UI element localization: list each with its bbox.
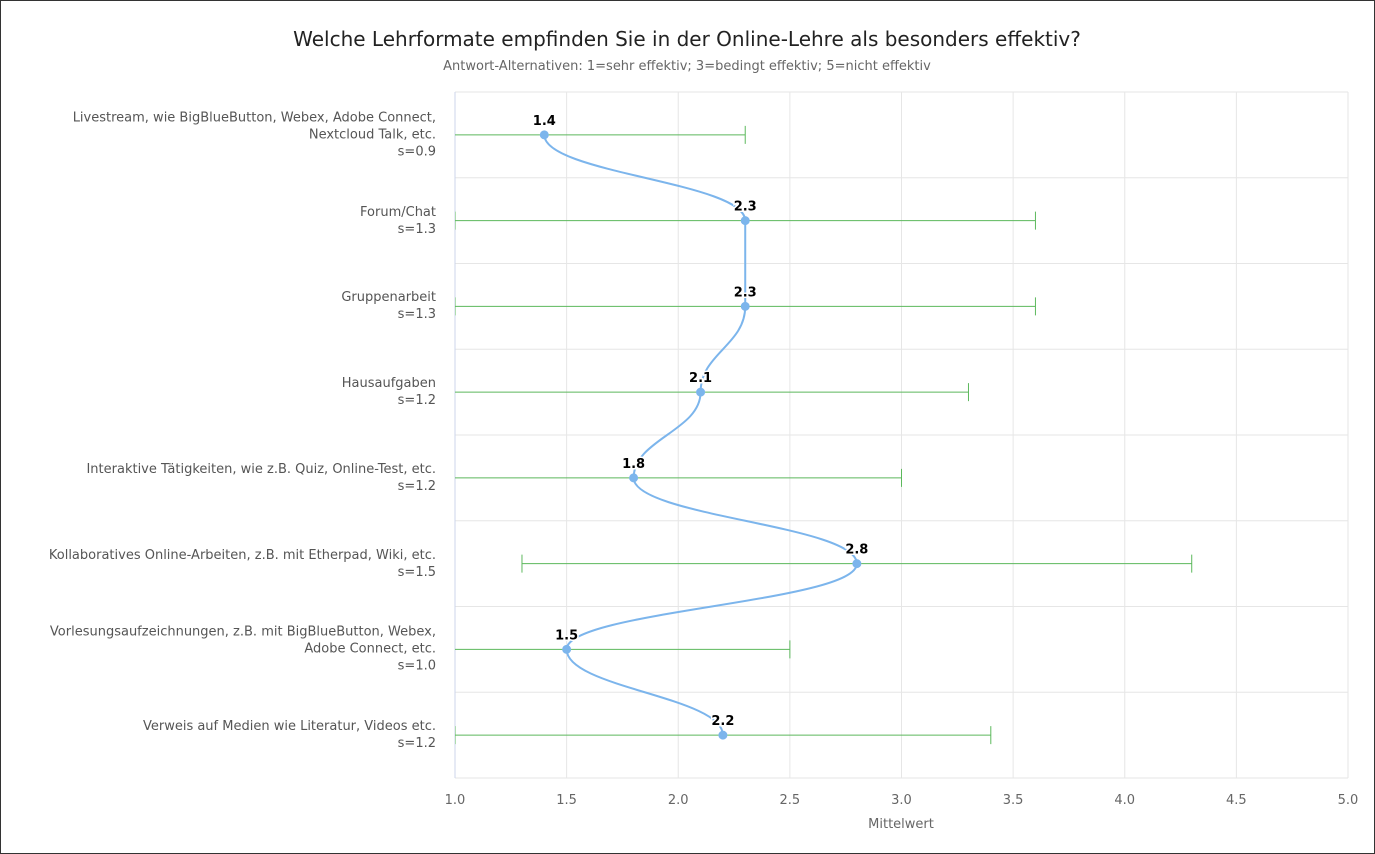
category-label: Vorlesungsaufzeichnungen, z.B. mit BigBl… — [49, 624, 436, 657]
x-tick-label: 4.0 — [1114, 793, 1135, 808]
y-tick-label: Livestream, wie BigBlueButton, Webex, Ad… — [14, 109, 436, 160]
category-label: Livestream, wie BigBlueButton, Webex, Ad… — [72, 110, 436, 143]
error-label: s=1.5 — [397, 564, 436, 580]
x-tick-label: 2.0 — [668, 793, 689, 808]
y-tick-label: Forum/Chat s=1.3 — [14, 204, 436, 238]
category-label: Interaktive Tätigkeiten, wie z.B. Quiz, … — [86, 461, 436, 477]
x-tick-label: 2.5 — [780, 793, 801, 808]
category-label: Gruppenarbeit — [341, 290, 436, 306]
error-label: s=1.3 — [397, 307, 436, 323]
data-label: 2.1 — [689, 371, 712, 386]
y-tick-label: Vorlesungsaufzeichnungen, z.B. mit BigBl… — [14, 624, 436, 675]
category-label: Hausaufgaben — [341, 376, 436, 392]
x-axis-title: Mittelwert — [868, 817, 934, 832]
error-label: s=1.2 — [397, 736, 436, 752]
error-label: s=1.2 — [397, 393, 436, 409]
data-label: 2.8 — [845, 543, 868, 558]
point — [740, 301, 750, 311]
error-label: s=1.2 — [397, 478, 436, 494]
chart-subtitle: Antwort-Alternativen: 1=sehr effektiv; 3… — [443, 59, 931, 74]
x-tick-label: 5.0 — [1338, 793, 1359, 808]
chart-title: Welche Lehrformate empfinden Sie in der … — [293, 27, 1081, 51]
data-label: 1.4 — [533, 114, 556, 129]
error-label: s=1.0 — [397, 658, 436, 674]
data-label: 1.8 — [622, 457, 645, 472]
y-tick-label: Hausaufgaben s=1.2 — [14, 375, 436, 409]
y-tick-label: Gruppenarbeit s=1.3 — [14, 289, 436, 323]
x-tick-label: 1.0 — [445, 793, 466, 808]
point — [539, 130, 549, 140]
point — [718, 730, 728, 740]
data-label: 2.3 — [734, 200, 757, 215]
y-tick-label: Interaktive Tätigkeiten, wie z.B. Quiz, … — [14, 461, 436, 495]
y-tick-label: Kollaboratives Online-Arbeiten, z.B. mit… — [14, 547, 436, 581]
point — [740, 216, 750, 226]
point — [629, 473, 639, 483]
error-label: s=0.9 — [397, 144, 436, 160]
data-label: 1.5 — [555, 628, 578, 643]
x-tick-label: 3.5 — [1003, 793, 1024, 808]
point — [852, 559, 862, 569]
category-label: Forum/Chat — [360, 204, 436, 220]
category-label: Verweis auf Medien wie Literatur, Videos… — [142, 719, 436, 735]
x-tick-label: 4.5 — [1226, 793, 1247, 808]
x-tick-label: 1.5 — [556, 793, 577, 808]
point — [562, 644, 572, 654]
point — [696, 387, 706, 397]
category-label: Kollaboratives Online-Arbeiten, z.B. mit… — [48, 547, 436, 563]
x-tick-label: 3.0 — [891, 793, 912, 808]
error-label: s=1.3 — [397, 221, 436, 237]
y-tick-label: Verweis auf Medien wie Literatur, Videos… — [14, 718, 436, 752]
data-label: 2.2 — [711, 714, 734, 729]
data-label: 2.3 — [734, 285, 757, 300]
